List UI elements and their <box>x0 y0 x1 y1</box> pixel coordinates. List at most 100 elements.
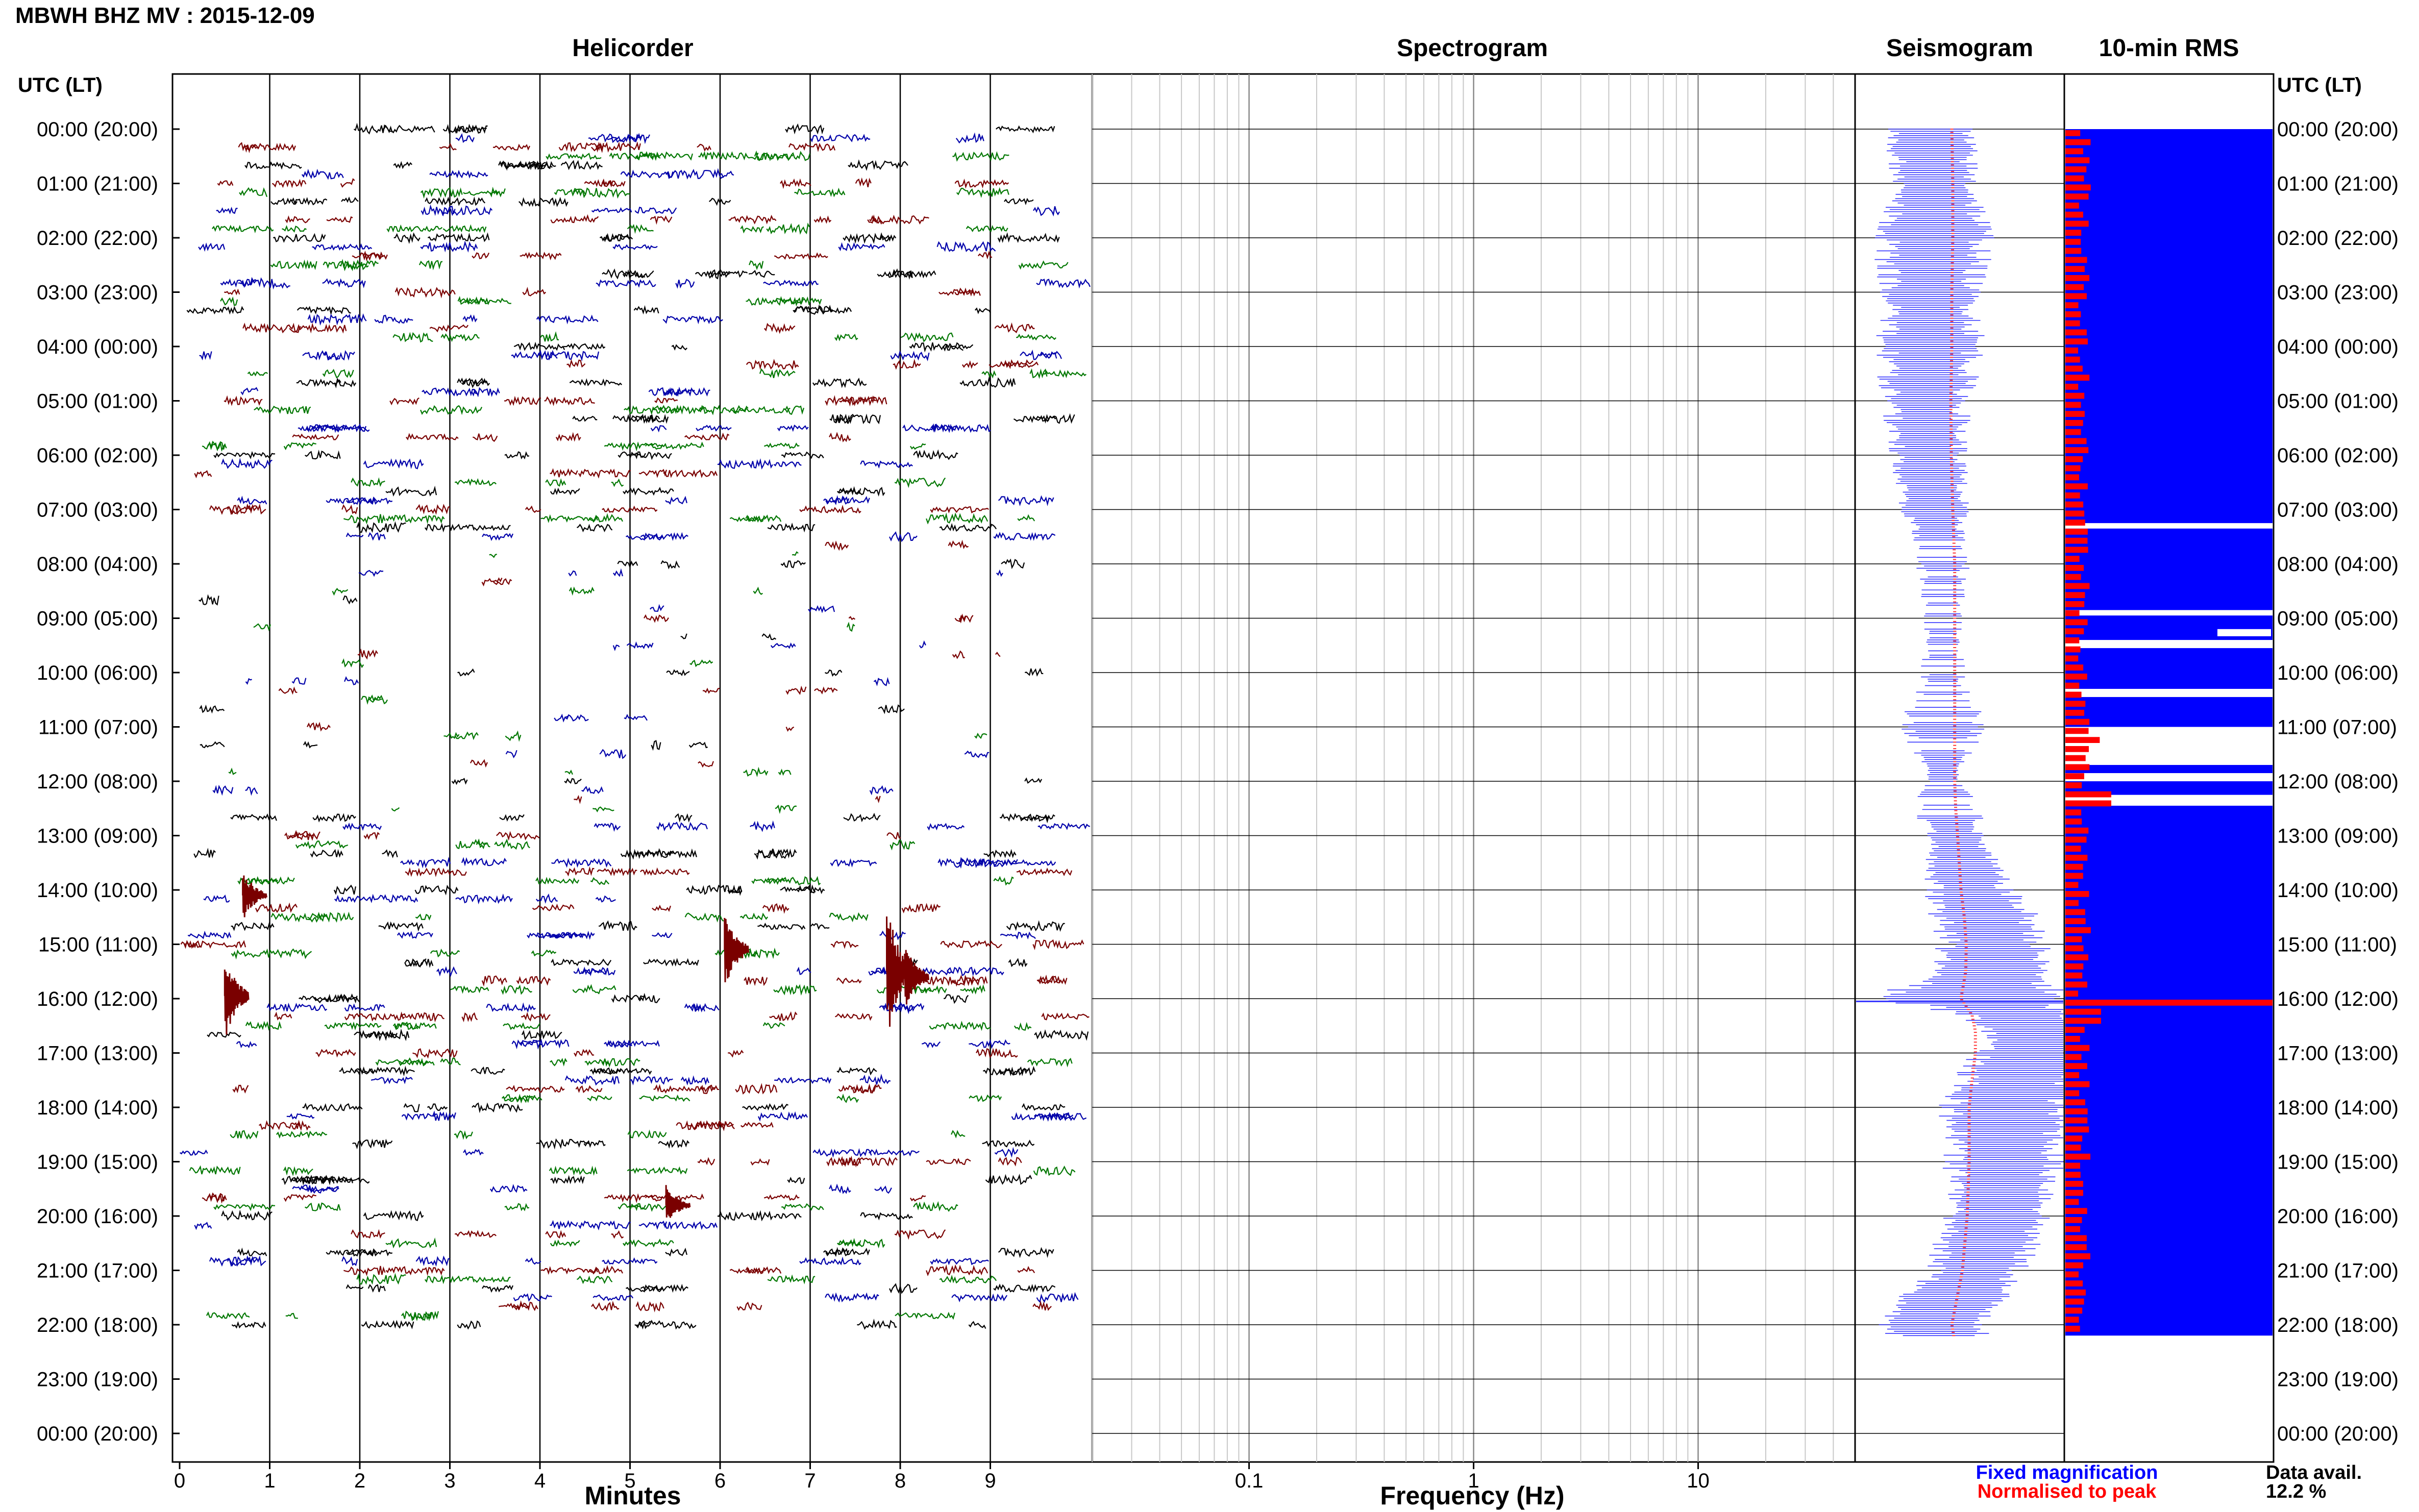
helicorder-trace-segment <box>283 1194 316 1202</box>
rms-normalised-bar <box>2065 1172 2081 1178</box>
helicorder-trace-segment <box>455 894 513 905</box>
helicorder-trace-segment <box>698 761 714 768</box>
helicorder-trace-segment <box>1043 369 1087 379</box>
helicorder-trace-segment <box>1036 974 1060 984</box>
helicorder-trace-segment <box>489 554 497 558</box>
helicorder-trace-segment <box>1038 822 1091 830</box>
helicorder-trace-segment <box>227 503 266 515</box>
rms-normalised-bar <box>2065 1298 2084 1305</box>
helicorder-trace-segment <box>550 1220 578 1229</box>
helicorder-trace-segment <box>1022 1103 1066 1111</box>
helicorder-title: Helicorder <box>572 35 693 62</box>
helicorder-trace-segment <box>937 857 999 868</box>
helicorder-trace-segment <box>494 838 530 850</box>
helicorder-trace-segment <box>601 1058 640 1068</box>
utc-tick-label: 10:00 (06:00) <box>37 662 158 684</box>
helicorder-trace-segment <box>781 1204 803 1210</box>
helicorder-trace-segment <box>584 179 616 187</box>
helicorder-trace-segment <box>618 451 672 460</box>
rms-normalised-bar <box>2065 230 2082 236</box>
helicorder-trace-segment <box>301 168 344 180</box>
helicorder-trace-segment <box>698 151 759 161</box>
helicorder-trace-segment <box>569 586 595 596</box>
helicorder-trace-segment <box>1001 558 1025 569</box>
helicorder-trace-segment <box>558 141 604 153</box>
helicorder-trace-segment <box>513 1300 538 1311</box>
rms-normalised-bar <box>2065 275 2090 281</box>
helicorder-trace-segment <box>439 142 457 151</box>
helicorder-trace-segment <box>397 931 433 939</box>
helicorder-trace-segment <box>220 278 258 288</box>
utc-tick-label: 17:00 (13:00) <box>37 1043 158 1065</box>
rms-normalised-bar <box>2065 474 2079 481</box>
rms-normalised-bar <box>2065 175 2084 182</box>
helicorder-trace-segment <box>334 894 388 903</box>
helicorder-trace-segment <box>392 332 433 343</box>
helicorder-trace-segment <box>930 424 991 433</box>
rms-normalised-bar <box>2065 556 2080 562</box>
helicorder-trace-segment <box>245 1021 282 1031</box>
seismogram-title: Seismogram <box>1886 35 2033 62</box>
helicorder-trace-segment <box>518 196 569 207</box>
helicorder-trace-segment <box>843 232 891 244</box>
helicorder-trace-segment <box>855 177 872 188</box>
helicorder-trace-segment <box>363 1210 424 1222</box>
rms-normalised-bar <box>2065 1054 2082 1060</box>
helicorder-trace-segment <box>574 795 582 804</box>
helicorder-plot-area <box>171 73 1093 1463</box>
rms-normalised-bar <box>2065 456 2083 462</box>
rms-normalised-bar <box>2065 863 2083 870</box>
helicorder-trace-segment <box>298 424 337 433</box>
helicorder-trace-segment <box>665 168 723 180</box>
helicorder-trace-segment <box>550 487 580 495</box>
helicorder-trace-segment <box>1036 279 1091 289</box>
helicorder-trace-segment <box>550 1240 580 1247</box>
helicorder-trace-segment <box>663 1221 718 1230</box>
utc-tick-label: 04:00 (00:00) <box>37 336 158 358</box>
helicorder-trace-segment <box>613 568 623 577</box>
helicorder-trace-segment <box>382 849 398 858</box>
rms-normalised-bar <box>2065 1162 2081 1169</box>
rms-normalised-bar <box>2065 392 2085 399</box>
helicorder-trace-segment <box>796 966 811 975</box>
rms-fixed-block <box>2065 528 2273 610</box>
helicorder-trace-segment <box>829 1183 851 1195</box>
helicorder-trace-segment <box>749 260 764 270</box>
helicorder-trace-segment <box>1024 777 1043 784</box>
helicorder-trace-segment <box>720 170 734 178</box>
data-availability-value: 12.2 % <box>2266 1481 2326 1502</box>
rms-normalised-bar <box>2065 220 2089 227</box>
helicorder-trace-segment <box>371 1076 413 1084</box>
helicorder-trace-segment <box>607 1039 633 1049</box>
helicorder-trace-segment <box>1021 1283 1056 1293</box>
helicorder-trace-segment <box>421 204 456 216</box>
rms-normalised-bar <box>2065 1126 2089 1133</box>
helicorder-trace-segment <box>769 1011 798 1022</box>
helicorder-trace-segment <box>895 1311 955 1320</box>
helicorder-trace-segment <box>757 1111 808 1122</box>
helicorder-trace-segment <box>394 287 456 299</box>
helicorder-trace-segment <box>425 196 486 206</box>
helicorder-trace-segment <box>926 1264 989 1276</box>
helicorder-trace-segment <box>746 359 799 370</box>
helicorder-trace-segment <box>750 820 775 832</box>
helicorder-trace-segment <box>401 1012 445 1023</box>
helicorder-trace-segment <box>983 849 1017 858</box>
helicorder-trace-segment <box>753 586 763 595</box>
helicorder-trace-segment <box>1036 1292 1079 1303</box>
helicorder-trace-segment <box>665 495 687 505</box>
helicorder-trace-segment <box>285 1312 298 1319</box>
helicorder-trace-segment <box>994 859 1056 866</box>
minutes-axis-label: Minutes <box>585 1481 681 1510</box>
helicorder-trace-segment <box>207 1031 241 1038</box>
helicorder-trace-segment <box>893 358 921 370</box>
helicorder-trace-segment <box>774 1076 832 1084</box>
helicorder-trace-segment <box>773 984 817 996</box>
helicorder-trace-segment <box>611 478 624 487</box>
utc-tick-label: 23:00 (19:00) <box>2277 1369 2399 1391</box>
helicorder-trace-segment <box>199 351 212 361</box>
helicorder-trace-segment <box>274 1011 292 1021</box>
helicorder-trace-segment <box>299 994 358 1004</box>
helicorder-trace-segment <box>952 151 1009 162</box>
